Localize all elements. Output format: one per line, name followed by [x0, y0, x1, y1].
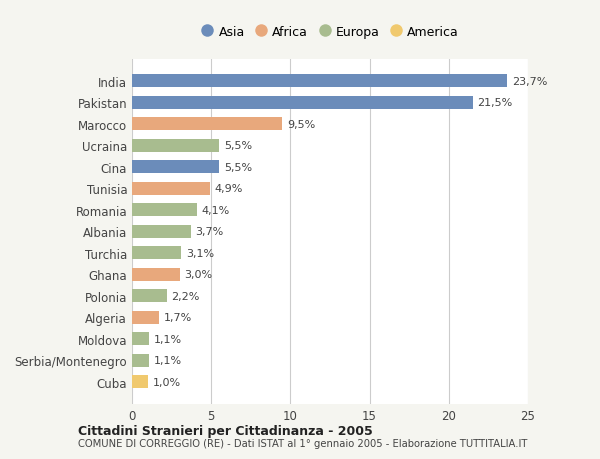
- Legend: Asia, Africa, Europa, America: Asia, Africa, Europa, America: [196, 21, 464, 44]
- Text: 1,1%: 1,1%: [154, 355, 182, 365]
- Bar: [132, 225, 191, 238]
- Bar: [132, 332, 149, 346]
- Bar: [132, 75, 508, 88]
- Bar: [132, 97, 473, 110]
- Text: 21,5%: 21,5%: [478, 98, 512, 108]
- Text: 3,1%: 3,1%: [186, 248, 214, 258]
- Text: Cittadini Stranieri per Cittadinanza - 2005: Cittadini Stranieri per Cittadinanza - 2…: [78, 424, 373, 437]
- Bar: [132, 268, 179, 281]
- Text: 5,5%: 5,5%: [224, 162, 252, 173]
- Text: 4,1%: 4,1%: [202, 205, 230, 215]
- Bar: [132, 118, 283, 131]
- Text: 3,7%: 3,7%: [196, 227, 224, 237]
- Text: 1,1%: 1,1%: [154, 334, 182, 344]
- Text: 3,0%: 3,0%: [184, 270, 212, 280]
- Text: 1,7%: 1,7%: [164, 313, 192, 323]
- Text: 23,7%: 23,7%: [512, 77, 548, 87]
- Bar: [132, 161, 219, 174]
- Text: 5,5%: 5,5%: [224, 141, 252, 151]
- Text: COMUNE DI CORREGGIO (RE) - Dati ISTAT al 1° gennaio 2005 - Elaborazione TUTTITAL: COMUNE DI CORREGGIO (RE) - Dati ISTAT al…: [78, 438, 527, 448]
- Text: 1,0%: 1,0%: [152, 377, 181, 387]
- Text: 9,5%: 9,5%: [287, 120, 316, 129]
- Text: 4,9%: 4,9%: [214, 184, 243, 194]
- Bar: [132, 204, 197, 217]
- Bar: [132, 354, 149, 367]
- Bar: [132, 183, 209, 196]
- Bar: [132, 247, 181, 260]
- Bar: [132, 311, 159, 324]
- Text: 2,2%: 2,2%: [172, 291, 200, 301]
- Bar: [132, 140, 219, 152]
- Bar: [132, 290, 167, 302]
- Bar: [132, 375, 148, 388]
